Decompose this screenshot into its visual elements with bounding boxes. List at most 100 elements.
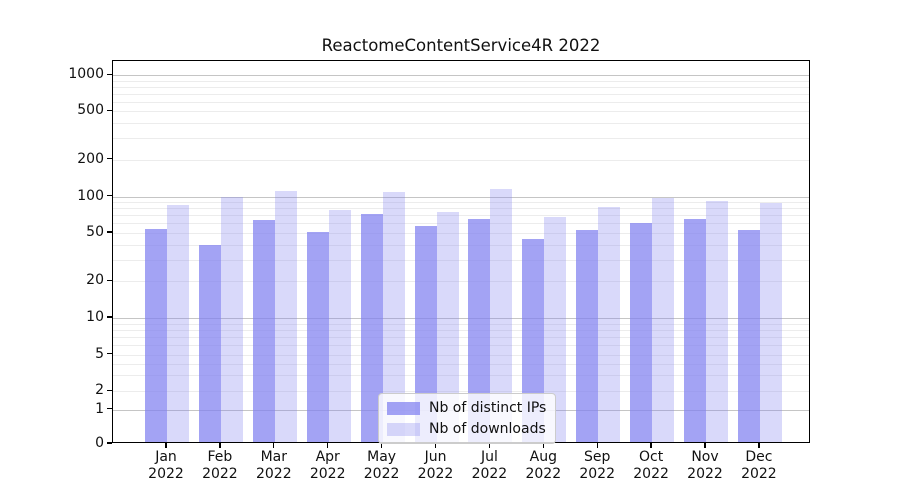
chart-title: ReactomeContentService4R 2022	[321, 36, 601, 55]
bar-distinct-ips	[306, 231, 329, 442]
bar-downloads	[167, 205, 189, 442]
bar-downloads	[382, 191, 405, 442]
x-tick-mark	[273, 443, 275, 448]
x-tick-label: Jan 2022	[148, 449, 184, 482]
bar-distinct-ips	[414, 226, 437, 442]
bar-distinct-ips	[145, 228, 167, 442]
minor-gridline	[113, 215, 809, 217]
legend-item: Nb of distinct IPs	[387, 400, 546, 416]
x-tick-mark	[165, 443, 167, 448]
minor-gridline	[113, 233, 809, 234]
minor-gridline	[113, 223, 809, 225]
bar-downloads	[436, 212, 459, 442]
legend-swatch	[387, 401, 420, 415]
bar-distinct-ips	[522, 238, 545, 442]
y-tick-mark	[107, 73, 112, 75]
x-tick-label: Sep 2022	[579, 449, 615, 482]
bar-distinct-ips	[360, 213, 383, 442]
x-tick-mark	[596, 443, 598, 448]
bar-distinct-ips	[684, 219, 706, 442]
y-tick-label: 50	[86, 224, 104, 240]
y-tick-mark	[107, 442, 112, 444]
y-tick-label: 200	[77, 150, 104, 167]
major-gridline	[113, 196, 809, 198]
x-tick-mark	[542, 443, 544, 448]
bar-distinct-ips	[198, 244, 221, 442]
bar-distinct-ips	[468, 219, 491, 442]
legend-swatch	[387, 422, 420, 436]
bar-distinct-ips	[252, 220, 275, 442]
bar-downloads	[274, 191, 297, 442]
minor-gridline	[113, 281, 809, 283]
y-tick-mark	[107, 353, 112, 355]
minor-gridline	[113, 329, 809, 331]
minor-gridline	[113, 80, 809, 82]
minor-gridline	[113, 259, 809, 261]
y-tick-label: 2	[95, 382, 104, 399]
y-tick-mark	[107, 279, 112, 281]
x-tick-mark	[758, 443, 760, 448]
y-tick-mark	[107, 194, 112, 197]
x-tick-label: Oct 2022	[633, 449, 669, 482]
bar-downloads	[544, 216, 567, 442]
minor-gridline	[113, 345, 809, 347]
bar-distinct-ips	[576, 229, 599, 442]
major-gridline	[113, 75, 809, 77]
minor-gridline	[113, 86, 809, 88]
bar-downloads	[598, 206, 621, 442]
minor-gridline	[113, 138, 809, 140]
x-tick-mark	[380, 443, 383, 448]
y-tick-label: 1	[95, 400, 104, 417]
x-tick-mark	[650, 443, 652, 448]
legend: Nb of distinct IPs Nb of downloads	[378, 393, 557, 444]
x-tick-label: Nov 2022	[687, 449, 723, 482]
plot-area	[112, 60, 810, 443]
x-tick-mark	[704, 443, 706, 448]
y-tick-label: 1000	[68, 66, 104, 83]
y-tick-mark	[107, 109, 112, 111]
major-gridline	[113, 318, 809, 319]
y-tick-label: 100	[77, 187, 104, 204]
bar-downloads	[328, 210, 351, 442]
y-tick-mark	[107, 316, 112, 318]
x-tick-mark	[434, 443, 437, 448]
y-tick-label: 0	[95, 435, 104, 451]
minor-gridline	[113, 202, 809, 204]
minor-gridline	[113, 159, 809, 161]
x-tick-label: Mar 2022	[255, 449, 292, 482]
x-tick-label: Feb 2022	[202, 449, 238, 482]
legend-label: Nb of distinct IPs	[429, 400, 547, 416]
x-tick-mark	[327, 443, 329, 448]
x-tick-label: Aug 2022	[525, 449, 562, 482]
minor-gridline	[113, 93, 809, 95]
x-tick-label: Apr 2022	[309, 449, 346, 482]
minor-gridline	[113, 336, 809, 338]
minor-gridline	[113, 244, 809, 246]
y-tick-mark	[107, 389, 112, 391]
minor-gridline	[113, 354, 809, 356]
x-tick-label: May 2022	[363, 449, 400, 482]
y-tick-mark	[107, 408, 112, 410]
x-tick-mark	[219, 443, 221, 448]
minor-gridline	[113, 363, 809, 365]
minor-gridline	[113, 208, 809, 210]
minor-gridline	[113, 101, 809, 103]
y-tick-mark	[107, 231, 112, 233]
minor-gridline	[113, 375, 809, 377]
minor-gridline	[113, 111, 809, 113]
minor-gridline	[113, 391, 809, 393]
minor-gridline	[113, 323, 809, 325]
y-tick-label: 10	[86, 309, 104, 325]
y-tick-label: 5	[95, 345, 104, 362]
bar-downloads	[220, 196, 243, 442]
x-tick-mark	[488, 443, 491, 448]
y-tick-label: 500	[77, 102, 104, 119]
y-tick-mark	[107, 158, 112, 160]
legend-label: Nb of downloads	[429, 421, 546, 437]
x-tick-label: Jun 2022	[417, 449, 454, 482]
minor-gridline	[113, 123, 809, 125]
bar-distinct-ips	[737, 229, 760, 442]
legend-item: Nb of downloads	[387, 421, 546, 437]
bar-distinct-ips	[630, 222, 653, 442]
